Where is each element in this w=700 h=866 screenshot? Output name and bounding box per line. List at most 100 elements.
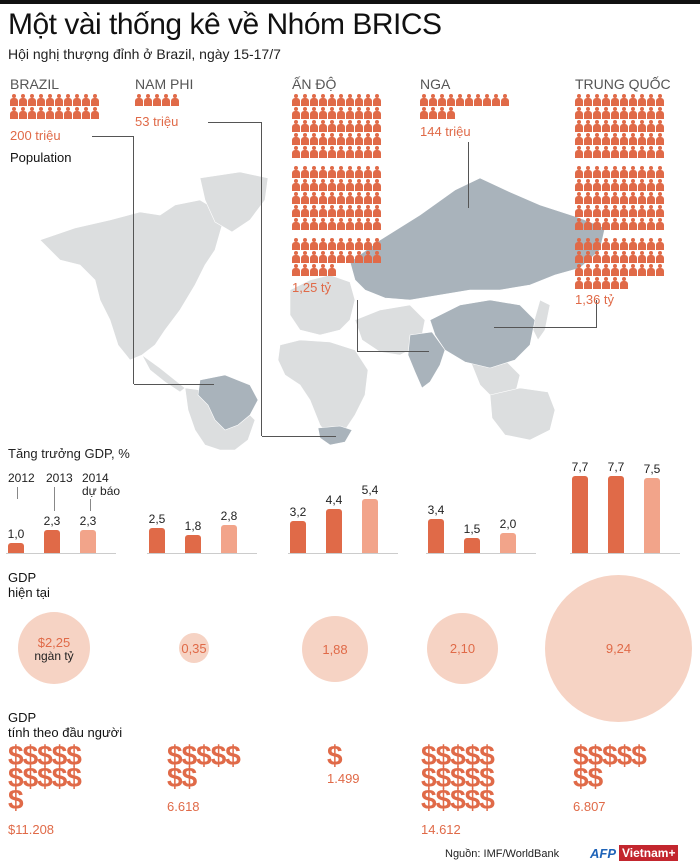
person-icon	[584, 179, 592, 191]
person-icon	[301, 192, 309, 204]
gdp-growth-value: 2,8	[220, 509, 238, 523]
gdp-growth-value: 2,3	[79, 514, 97, 528]
person-icon	[319, 205, 327, 217]
person-icon	[593, 205, 601, 217]
gdp-growth-value: 1,5	[463, 522, 481, 536]
person-icon	[656, 192, 664, 204]
person-icon	[620, 192, 628, 204]
person-icon	[629, 218, 637, 230]
person-icon	[364, 166, 372, 178]
person-icon	[28, 107, 36, 119]
population-value-nam-phi: 53 triệu	[135, 114, 179, 129]
gdp-growth-value: 2,0	[499, 517, 517, 531]
person-icon	[310, 238, 318, 250]
person-icon	[19, 107, 27, 119]
gdp-growth-bar	[44, 530, 60, 553]
person-icon	[602, 192, 610, 204]
person-icon	[373, 94, 381, 106]
leader-line-brazil-h	[134, 384, 214, 385]
person-icon	[620, 264, 628, 276]
person-icon	[638, 251, 646, 263]
person-icon	[37, 94, 45, 106]
person-icon	[620, 251, 628, 263]
person-icon	[355, 107, 363, 119]
person-icon	[301, 166, 309, 178]
person-icon	[328, 146, 336, 158]
person-icon	[629, 251, 637, 263]
person-icon	[55, 94, 63, 106]
person-icon	[364, 218, 372, 230]
person-icon	[292, 192, 300, 204]
person-icon	[319, 146, 327, 158]
gdp-growth-value: 2,5	[148, 512, 166, 526]
chart-baseline	[570, 553, 680, 554]
person-icon	[319, 218, 327, 230]
person-icon	[611, 218, 619, 230]
gdp-growth-bar	[572, 476, 588, 553]
person-icon	[584, 264, 592, 276]
person-icon	[620, 277, 628, 289]
person-icon	[447, 107, 455, 119]
person-icon	[37, 107, 45, 119]
person-icon	[647, 120, 655, 132]
person-icon	[319, 238, 327, 250]
person-icon	[64, 94, 72, 106]
year-tick-2013	[54, 487, 55, 511]
person-icon	[620, 133, 628, 145]
gdp-per-capita-nam-phi: 6.618	[167, 799, 200, 814]
gdp-growth-bar	[8, 543, 24, 553]
person-icon	[656, 166, 664, 178]
person-icon	[575, 264, 583, 276]
leader-line-trung-quoc	[494, 300, 597, 328]
person-icon	[638, 120, 646, 132]
person-icon	[638, 133, 646, 145]
person-icon	[373, 218, 381, 230]
person-icon	[292, 218, 300, 230]
person-icon	[647, 192, 655, 204]
person-icon	[593, 179, 601, 191]
person-icon	[337, 120, 345, 132]
person-icon	[328, 192, 336, 204]
gdp-growth-value: 5,4	[361, 483, 379, 497]
gdp-growth-title: Tăng trưởng GDP, %	[8, 446, 130, 461]
leader-line-nga	[468, 142, 469, 208]
gdp-growth-bar	[464, 538, 480, 553]
person-icon	[55, 107, 63, 119]
person-icon	[301, 133, 309, 145]
person-icon	[638, 146, 646, 158]
population-value-brazil: 200 triệu	[10, 128, 61, 143]
gdp-growth-bar	[644, 478, 660, 553]
person-icon	[611, 277, 619, 289]
person-icon	[611, 107, 619, 119]
person-icon	[355, 94, 363, 106]
person-icon	[429, 107, 437, 119]
person-icon	[337, 133, 345, 145]
person-icon	[292, 166, 300, 178]
person-icon	[584, 146, 592, 158]
person-icon	[501, 94, 509, 106]
person-icon	[638, 166, 646, 178]
person-icon	[593, 94, 601, 106]
gdp-growth-bar	[428, 519, 444, 553]
person-icon	[593, 146, 601, 158]
person-icon	[355, 179, 363, 191]
person-icon	[328, 238, 336, 250]
person-icon	[638, 179, 646, 191]
person-icon	[301, 120, 309, 132]
person-icon	[310, 179, 318, 191]
gdp-growth-bar	[608, 476, 624, 553]
person-icon	[135, 94, 143, 106]
person-icon	[629, 192, 637, 204]
person-icon	[620, 238, 628, 250]
person-icon	[328, 179, 336, 191]
person-icon	[647, 218, 655, 230]
person-icon	[611, 192, 619, 204]
population-pictogram-an-do	[292, 94, 382, 276]
person-icon	[292, 264, 300, 276]
person-icon	[10, 94, 18, 106]
source-credit: Nguồn: IMF/WorldBank	[445, 848, 560, 860]
person-icon	[575, 179, 583, 191]
person-icon	[64, 107, 72, 119]
person-icon	[575, 277, 583, 289]
person-icon	[346, 120, 354, 132]
